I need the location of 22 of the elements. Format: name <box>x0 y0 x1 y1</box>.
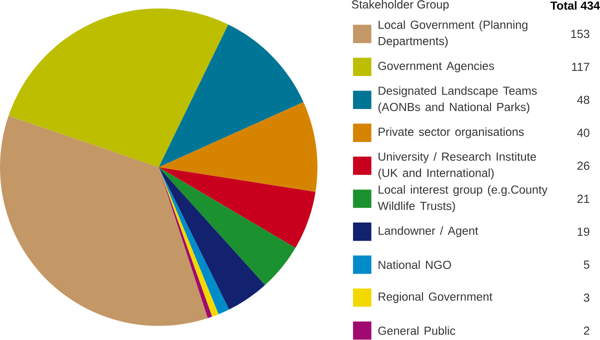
legend-label: National NGO <box>378 260 452 270</box>
data-label: 26 <box>577 162 590 170</box>
legend-label: Local Government (Planning Departments) <box>378 20 528 48</box>
data-label: 3 <box>584 294 590 302</box>
legend-title: Stakeholder Group <box>352 0 449 11</box>
data-label: 21 <box>577 194 590 203</box>
data-label: 153 <box>571 30 590 38</box>
data-label: 2 <box>584 326 590 335</box>
legend-label: University / Research Institute (UK and International) <box>378 152 536 180</box>
data-label: 117 <box>572 63 590 72</box>
data-label: 19 <box>578 228 590 236</box>
legend-label: Landowner / Agent <box>378 226 478 238</box>
legend-label: Private sector organisations <box>378 128 524 138</box>
data-label: 48 <box>577 96 590 104</box>
legend-label: General Public <box>378 326 456 335</box>
legend-label: Designated Landscape Teams (AONBs and National Parks) <box>378 86 537 114</box>
text: Total 434 <box>550 1 600 10</box>
data-label: 40 <box>577 128 590 138</box>
data-label: 5 <box>584 260 590 269</box>
legend-label: Local interest group (e.g.County Wildlife Trusts) <box>378 185 548 212</box>
legend-label: Government Agencies <box>378 62 494 72</box>
legend-label: Regional Government <box>378 292 492 304</box>
